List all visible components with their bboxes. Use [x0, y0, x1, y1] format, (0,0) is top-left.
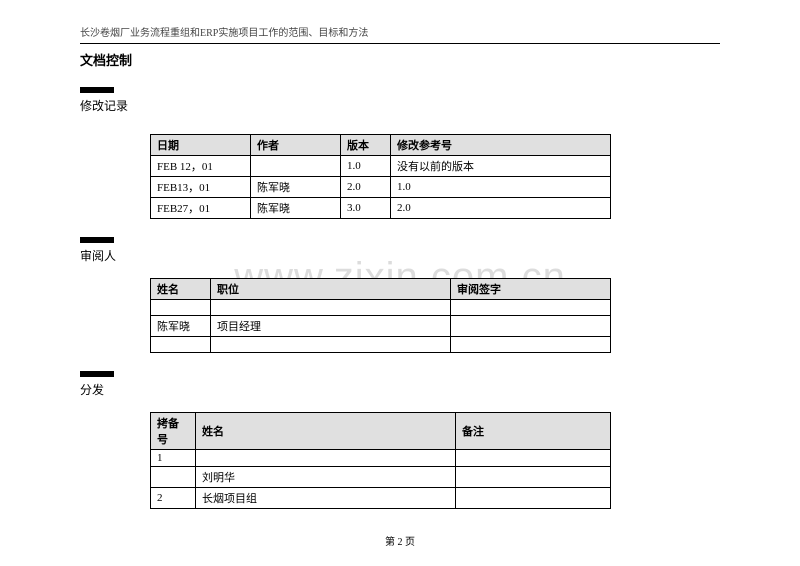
table-cell	[211, 300, 451, 316]
table-header: 备注	[456, 413, 611, 450]
table-cell: FEB 12，01	[151, 156, 251, 177]
table-cell: 没有以前的版本	[391, 156, 611, 177]
table-cell	[451, 337, 611, 353]
reviewer-table: 姓名职位审阅签字陈军晓项目经理	[150, 278, 611, 353]
doc-control-title: 文档控制	[80, 50, 720, 69]
section-bar	[80, 371, 114, 377]
table-header: 姓名	[196, 413, 456, 450]
table-cell	[196, 450, 456, 467]
table-cell	[251, 156, 341, 177]
table-cell: 刘明华	[196, 467, 456, 488]
table-cell: 1.0	[391, 177, 611, 198]
table-cell: 陈军晓	[151, 316, 211, 337]
table-cell: 陈军晓	[251, 198, 341, 219]
table-cell	[151, 467, 196, 488]
table-row: 刘明华	[151, 467, 611, 488]
table-cell	[456, 450, 611, 467]
table-cell	[451, 316, 611, 337]
table-cell: 2.0	[341, 177, 391, 198]
table-row: 2长烟项目组	[151, 488, 611, 509]
document-page: 长沙卷烟厂业务流程重组和ERP实施项目工作的范围、目标和方法 文档控制 修改记录…	[0, 0, 800, 509]
table-header: 作者	[251, 135, 341, 156]
table-cell: FEB13，01	[151, 177, 251, 198]
table-cell	[456, 467, 611, 488]
table-row	[151, 300, 611, 316]
table-cell	[456, 488, 611, 509]
section-bar	[80, 237, 114, 243]
table-row: FEB13，01陈军晓2.01.0	[151, 177, 611, 198]
table-header: 修改参考号	[391, 135, 611, 156]
table-cell	[211, 337, 451, 353]
table-cell: 1	[151, 450, 196, 467]
table-cell: 陈军晓	[251, 177, 341, 198]
distribution-table: 拷备号姓名备注 1刘明华2长烟项目组	[150, 412, 611, 509]
table-header: 职位	[211, 279, 451, 300]
table-row	[151, 337, 611, 353]
table-header: 审阅签字	[451, 279, 611, 300]
table-header: 日期	[151, 135, 251, 156]
table-cell: 长烟项目组	[196, 488, 456, 509]
table-header: 版本	[341, 135, 391, 156]
table-cell: 2	[151, 488, 196, 509]
table-header: 姓名	[151, 279, 211, 300]
section-bar	[80, 87, 114, 93]
table-row: 1	[151, 450, 611, 467]
table-cell	[151, 300, 211, 316]
table-cell: 1.0	[341, 156, 391, 177]
distribution-title: 分发	[80, 381, 720, 398]
table-cell: 2.0	[391, 198, 611, 219]
table-row: 陈军晓项目经理	[151, 316, 611, 337]
table-cell: 项目经理	[211, 316, 451, 337]
table-cell: 3.0	[341, 198, 391, 219]
revision-table: 日期作者版本修改参考号FEB 12，011.0没有以前的版本FEB13，01陈军…	[150, 134, 611, 219]
table-row: FEB27，01陈军晓3.02.0	[151, 198, 611, 219]
table-cell	[151, 337, 211, 353]
revision-title: 修改记录	[80, 97, 720, 114]
page-header: 长沙卷烟厂业务流程重组和ERP实施项目工作的范围、目标和方法	[80, 24, 720, 44]
table-row: FEB 12，01 1.0没有以前的版本	[151, 156, 611, 177]
reviewer-title: 审阅人	[80, 247, 720, 264]
table-header: 拷备号	[151, 413, 196, 450]
table-cell	[451, 300, 611, 316]
page-footer: 第 2 页	[0, 533, 800, 548]
table-cell: FEB27，01	[151, 198, 251, 219]
